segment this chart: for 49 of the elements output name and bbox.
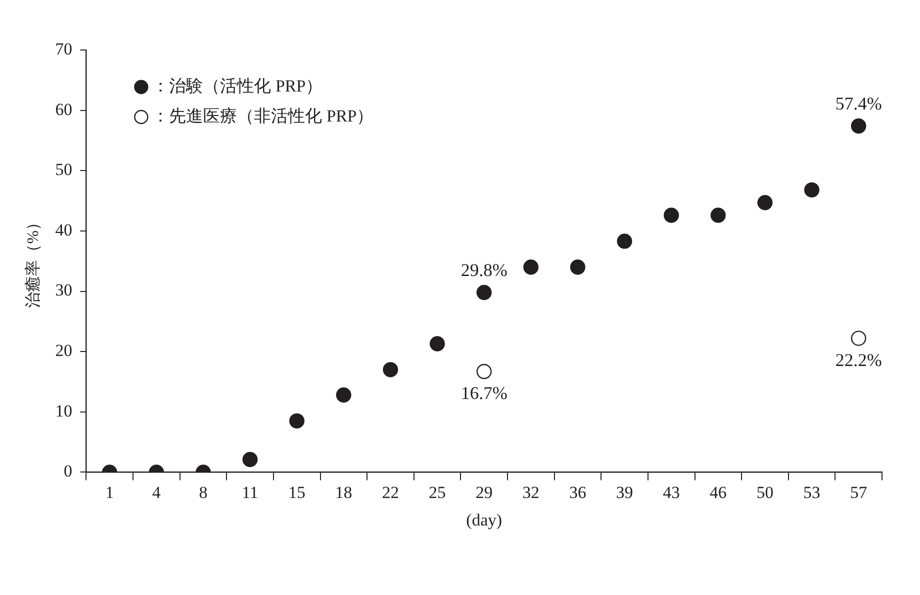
x-tick-label: 1 <box>105 482 114 502</box>
point <box>242 452 258 468</box>
x-tick-label: 4 <box>152 482 162 502</box>
x-axis-title: (day) <box>466 510 502 530</box>
y-axis-title: 治癒率（%） <box>24 214 42 308</box>
point <box>523 260 539 275</box>
data-label: 16.7% <box>460 383 508 404</box>
y-tick-label: 10 <box>55 401 72 420</box>
x-tick-label: 11 <box>242 482 258 502</box>
point <box>570 260 586 275</box>
x-tick-label: 29 <box>476 482 493 502</box>
y-tick-label: 50 <box>55 160 72 180</box>
y-tick-label: 60 <box>55 100 72 119</box>
x-tick-label: 43 <box>662 482 680 502</box>
y-tick-label: 0 <box>64 462 72 481</box>
point <box>430 336 445 352</box>
y-tick-label: 30 <box>55 280 72 300</box>
point <box>757 194 773 210</box>
x-tick-label: 53 <box>803 482 820 502</box>
point <box>382 362 398 378</box>
point <box>664 208 679 223</box>
data-label: 57.4% <box>835 94 882 114</box>
x-tick-label: 18 <box>335 482 352 502</box>
x-tick-label: 57 <box>850 482 868 502</box>
point <box>850 118 866 134</box>
y-tick-label: 70 <box>55 39 72 58</box>
x-tick-label: 8 <box>198 482 208 502</box>
y-tick-label: 40 <box>55 220 72 240</box>
point <box>476 364 492 380</box>
x-tick-label: 32 <box>522 482 540 502</box>
x-tick-label: 15 <box>288 482 306 502</box>
x-tick-label: 22 <box>382 482 399 502</box>
x-tick-label: 39 <box>616 482 634 502</box>
point <box>289 413 304 429</box>
point <box>850 330 866 346</box>
point <box>804 182 820 198</box>
x-tick-label: 36 <box>569 482 586 502</box>
y-tick-label: 20 <box>55 341 72 360</box>
x-tick-label: 50 <box>756 482 774 502</box>
legend-label: ：先進医療（非活性化 PRP） <box>152 106 374 126</box>
data-label: 29.8% <box>460 260 508 280</box>
point <box>336 387 352 403</box>
point <box>476 284 492 300</box>
point <box>616 234 632 249</box>
x-tick-label: 25 <box>428 482 446 502</box>
point <box>710 208 726 223</box>
x-tick-label: 46 <box>710 482 727 502</box>
legend-label: ：治験（活性化 PRP） <box>152 76 323 96</box>
data-label: 22.2% <box>835 350 882 370</box>
